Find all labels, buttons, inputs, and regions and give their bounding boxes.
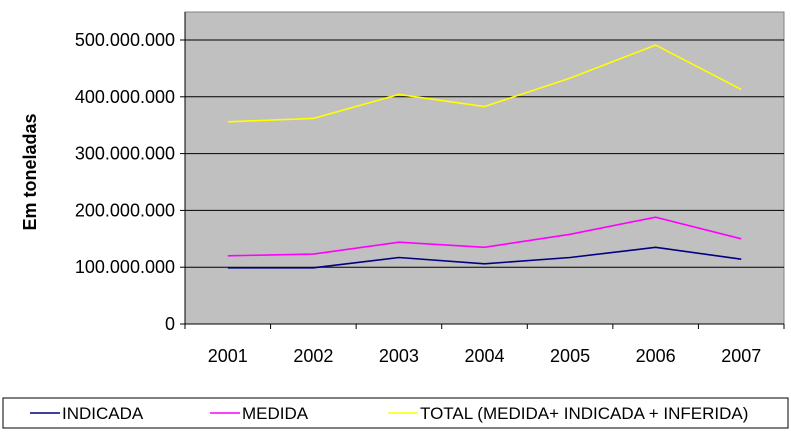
gridlines xyxy=(185,39,784,268)
legend-entry: MEDIDA xyxy=(210,404,309,423)
y-tick-label: 200.000.000 xyxy=(75,200,175,220)
legend-label: INDICADA xyxy=(62,404,144,423)
y-tick-label: 0 xyxy=(165,314,175,334)
legend: INDICADA MEDIDA TOTAL (MEDIDA+ INDICADA + … xyxy=(2,397,789,429)
y-tick-labels: 0 100.000.000 200.000.000 300.000.000 400.00… xyxy=(75,30,175,334)
plot-area xyxy=(184,11,785,325)
legend-label: MEDIDA xyxy=(242,404,309,423)
x-tick-label: 2002 xyxy=(293,346,333,366)
legend-entry: TOTAL (MEDIDA+ INDICADA + INFERIDA) xyxy=(388,404,748,423)
x-tick-label: 2006 xyxy=(636,346,676,366)
x-tick-label: 2005 xyxy=(550,346,590,366)
y-tick-label: 500.000.000 xyxy=(75,30,175,50)
x-tick-label: 2007 xyxy=(721,346,761,366)
series-line-indicada xyxy=(227,246,742,269)
legend-label: TOTAL (MEDIDA+ INDICADA + INFERIDA) xyxy=(420,404,748,423)
y-axis-title: Em toneladas xyxy=(20,113,40,230)
y-tick-label: 300.000.000 xyxy=(75,144,175,164)
x-tick-label: 2001 xyxy=(208,346,248,366)
x-tick-label: 2004 xyxy=(464,346,504,366)
series-line-total-medida-indicada-inferida xyxy=(227,44,742,123)
y-tick-label: 100.000.000 xyxy=(75,257,175,277)
legend-entry: INDICADA xyxy=(30,404,144,423)
axes xyxy=(180,12,785,329)
x-tick-labels: 2001 2002 2003 2004 2005 2006 2007 xyxy=(208,346,761,366)
series-line-medida xyxy=(227,216,742,257)
x-tick-label: 2003 xyxy=(379,346,419,366)
series-lines xyxy=(227,44,742,269)
y-tick-label: 400.000.000 xyxy=(75,87,175,107)
